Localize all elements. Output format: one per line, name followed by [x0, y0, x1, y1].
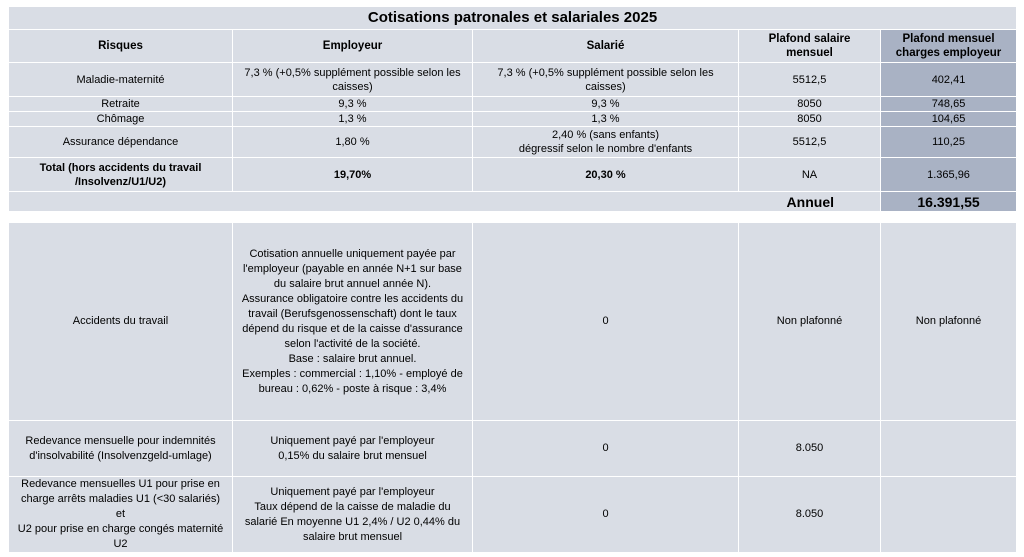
extra-salarie: 0	[472, 222, 739, 421]
extra-employeur: Uniquement payé par l'employeur 0,15% du…	[232, 420, 473, 477]
row-risque: Maladie-maternité	[8, 62, 233, 97]
extra-employeur: Uniquement payé par l'employeur Taux dép…	[232, 476, 473, 553]
extra-salarie: 0	[472, 476, 739, 553]
extra-employeur-line: Exemples : commercial : 1,10% - employé …	[242, 367, 463, 380]
header-risques: Risques	[8, 29, 233, 63]
extra-salarie: 0	[472, 420, 739, 477]
extra-employeur-line: du salaire brut annuel année N).	[273, 277, 432, 290]
table-row: Accidents du travail Cotisation annuelle…	[8, 222, 1017, 421]
extra-employeur-line: Uniquement payé par l'employeur	[270, 434, 435, 447]
extra-employeur-line: bureau : 0,62% - poste à risque : 3,4%	[258, 382, 447, 395]
extra-charges: Non plafonné	[880, 222, 1017, 421]
row-charges: 110,25	[879, 126, 1018, 158]
extra-risque: Accidents du travail	[8, 222, 233, 421]
extra-employeur-line: selon l'activité de la société.	[284, 337, 421, 350]
extra-employeur-line: 0,15% du salaire brut mensuel	[278, 449, 427, 462]
total-employeur: 19,70%	[232, 157, 473, 192]
row-risque: Retraite	[8, 96, 233, 112]
row-plafond: 5512,5	[738, 62, 881, 97]
row-employeur: 1,3 %	[232, 111, 473, 127]
row-risque: Assurance dépendance	[8, 126, 233, 158]
extra-risque-line: d'insolvabilité (Insolvenzgeld-umlage)	[29, 449, 212, 462]
table-row: Retraite 9,3 % 9,3 % 8050 748,65	[8, 96, 1018, 112]
extra-employeur-line: dépend du risque et de la caisse d'assur…	[242, 322, 463, 335]
row-charges: 104,65	[879, 111, 1018, 127]
extra-employeur-line: Uniquement payé par l'employeur	[270, 485, 435, 498]
row-salarie-line: 2,40 % (sans enfants)	[551, 129, 659, 141]
annual-label: Annuel	[8, 191, 881, 212]
extra-risque: Redevance mensuelles U1 pour prise en ch…	[8, 476, 233, 553]
total-row: Total (hors accidents du travail /Insolv…	[8, 157, 1018, 192]
header-employeur: Employeur	[232, 29, 473, 63]
extra-plafond: Non plafonné	[738, 222, 881, 421]
row-salarie: 7,3 % (+0,5% supplément possible selon l…	[472, 62, 739, 97]
extra-employeur-line: salaire brut mensuel	[302, 530, 403, 543]
title-row: Cotisations patronales et salariales 202…	[7, 6, 1018, 30]
extra-risque: Redevance mensuelle pour indemnités d'in…	[8, 420, 233, 477]
table-row: Redevance mensuelles U1 pour prise en ch…	[8, 476, 1017, 553]
extra-employeur-line: salarié En moyenne U1 2,4% / U2 0,44% du	[244, 515, 461, 528]
row-charges: 402,41	[879, 62, 1018, 97]
extra-employeur-line: l'employeur (payable en année N+1 sur ba…	[243, 262, 462, 275]
header-salarie: Salarié	[472, 29, 739, 63]
contributions-table: Cotisations patronales et salariales 202…	[7, 6, 1018, 212]
row-plafond: 8050	[738, 96, 881, 112]
extra-employeur-line: travail (Berufsgenossenschaft) dont le t…	[248, 307, 457, 320]
table-row: Redevance mensuelle pour indemnités d'in…	[8, 420, 1017, 477]
contributions-sheet: Cotisations patronales et salariales 202…	[7, 6, 1018, 553]
row-salarie: 9,3 %	[472, 96, 739, 112]
row-salarie: 2,40 % (sans enfants) dégressif selon le…	[472, 126, 739, 158]
extra-risque-line: Redevance mensuelle pour indemnités	[25, 434, 216, 447]
row-employeur: 1,80 %	[232, 126, 473, 158]
total-label-line: /Insolvenz/U1/U2)	[74, 175, 167, 188]
extra-risque-line: Redevance mensuelles U1 pour prise en	[21, 478, 220, 490]
extra-risque-line: charge arrêts maladies U1 (<30 salariés)…	[20, 493, 220, 520]
extra-employeur-line: Taux dépend de la caisse de maladie du	[254, 500, 451, 513]
annual-value: 16.391,55	[879, 191, 1018, 212]
row-charges: 748,65	[879, 96, 1018, 112]
header-row: Risques Employeur Salarié Plafond salair…	[8, 29, 1018, 63]
extra-employeur-line: Assurance obligatoire contre les acciden…	[241, 292, 464, 305]
total-label-line: Total (hors accidents du travail	[39, 161, 202, 174]
row-salarie-line: dégressif selon le nombre d'enfants	[518, 143, 693, 155]
extra-charges	[880, 420, 1017, 477]
row-salarie: 1,3 %	[472, 111, 739, 127]
extra-risque-line: U2	[113, 538, 128, 550]
extra-contributions-table: Accidents du travail Cotisation annuelle…	[8, 222, 1017, 553]
annual-row: Annuel 16.391,55	[8, 191, 1018, 212]
total-salarie: 20,30 %	[472, 157, 739, 192]
total-label: Total (hors accidents du travail /Insolv…	[8, 157, 233, 192]
row-risque: Chômage	[8, 111, 233, 127]
extra-employeur-line: Cotisation annuelle uniquement payée par	[249, 247, 456, 260]
extra-employeur: Cotisation annuelle uniquement payée par…	[232, 222, 473, 421]
table-row: Chômage 1,3 % 1,3 % 8050 104,65	[8, 111, 1018, 127]
header-plafond-charges: Plafond mensuel charges employeur	[879, 29, 1018, 63]
extra-charges	[880, 476, 1017, 553]
extra-employeur-line: Base : salaire brut annuel.	[288, 352, 417, 365]
extra-plafond: 8.050	[738, 420, 881, 477]
row-plafond: 8050	[738, 111, 881, 127]
extra-plafond: 8.050	[738, 476, 881, 553]
total-plafond: NA	[738, 157, 881, 192]
row-employeur: 7,3 % (+0,5% supplément possible selon l…	[232, 62, 473, 97]
total-charges: 1.365,96	[879, 157, 1018, 192]
table-row: Maladie-maternité 7,3 % (+0,5% supplémen…	[8, 62, 1018, 97]
table-title: Cotisations patronales et salariales 202…	[7, 6, 1018, 30]
header-plafond-salaire: Plafond salaire mensuel	[738, 29, 881, 63]
extra-risque-line: U2 pour prise en charge congés maternité	[17, 523, 224, 535]
table-row: Assurance dépendance 1,80 % 2,40 % (sans…	[8, 126, 1018, 158]
row-plafond: 5512,5	[738, 126, 881, 158]
row-employeur: 9,3 %	[232, 96, 473, 112]
